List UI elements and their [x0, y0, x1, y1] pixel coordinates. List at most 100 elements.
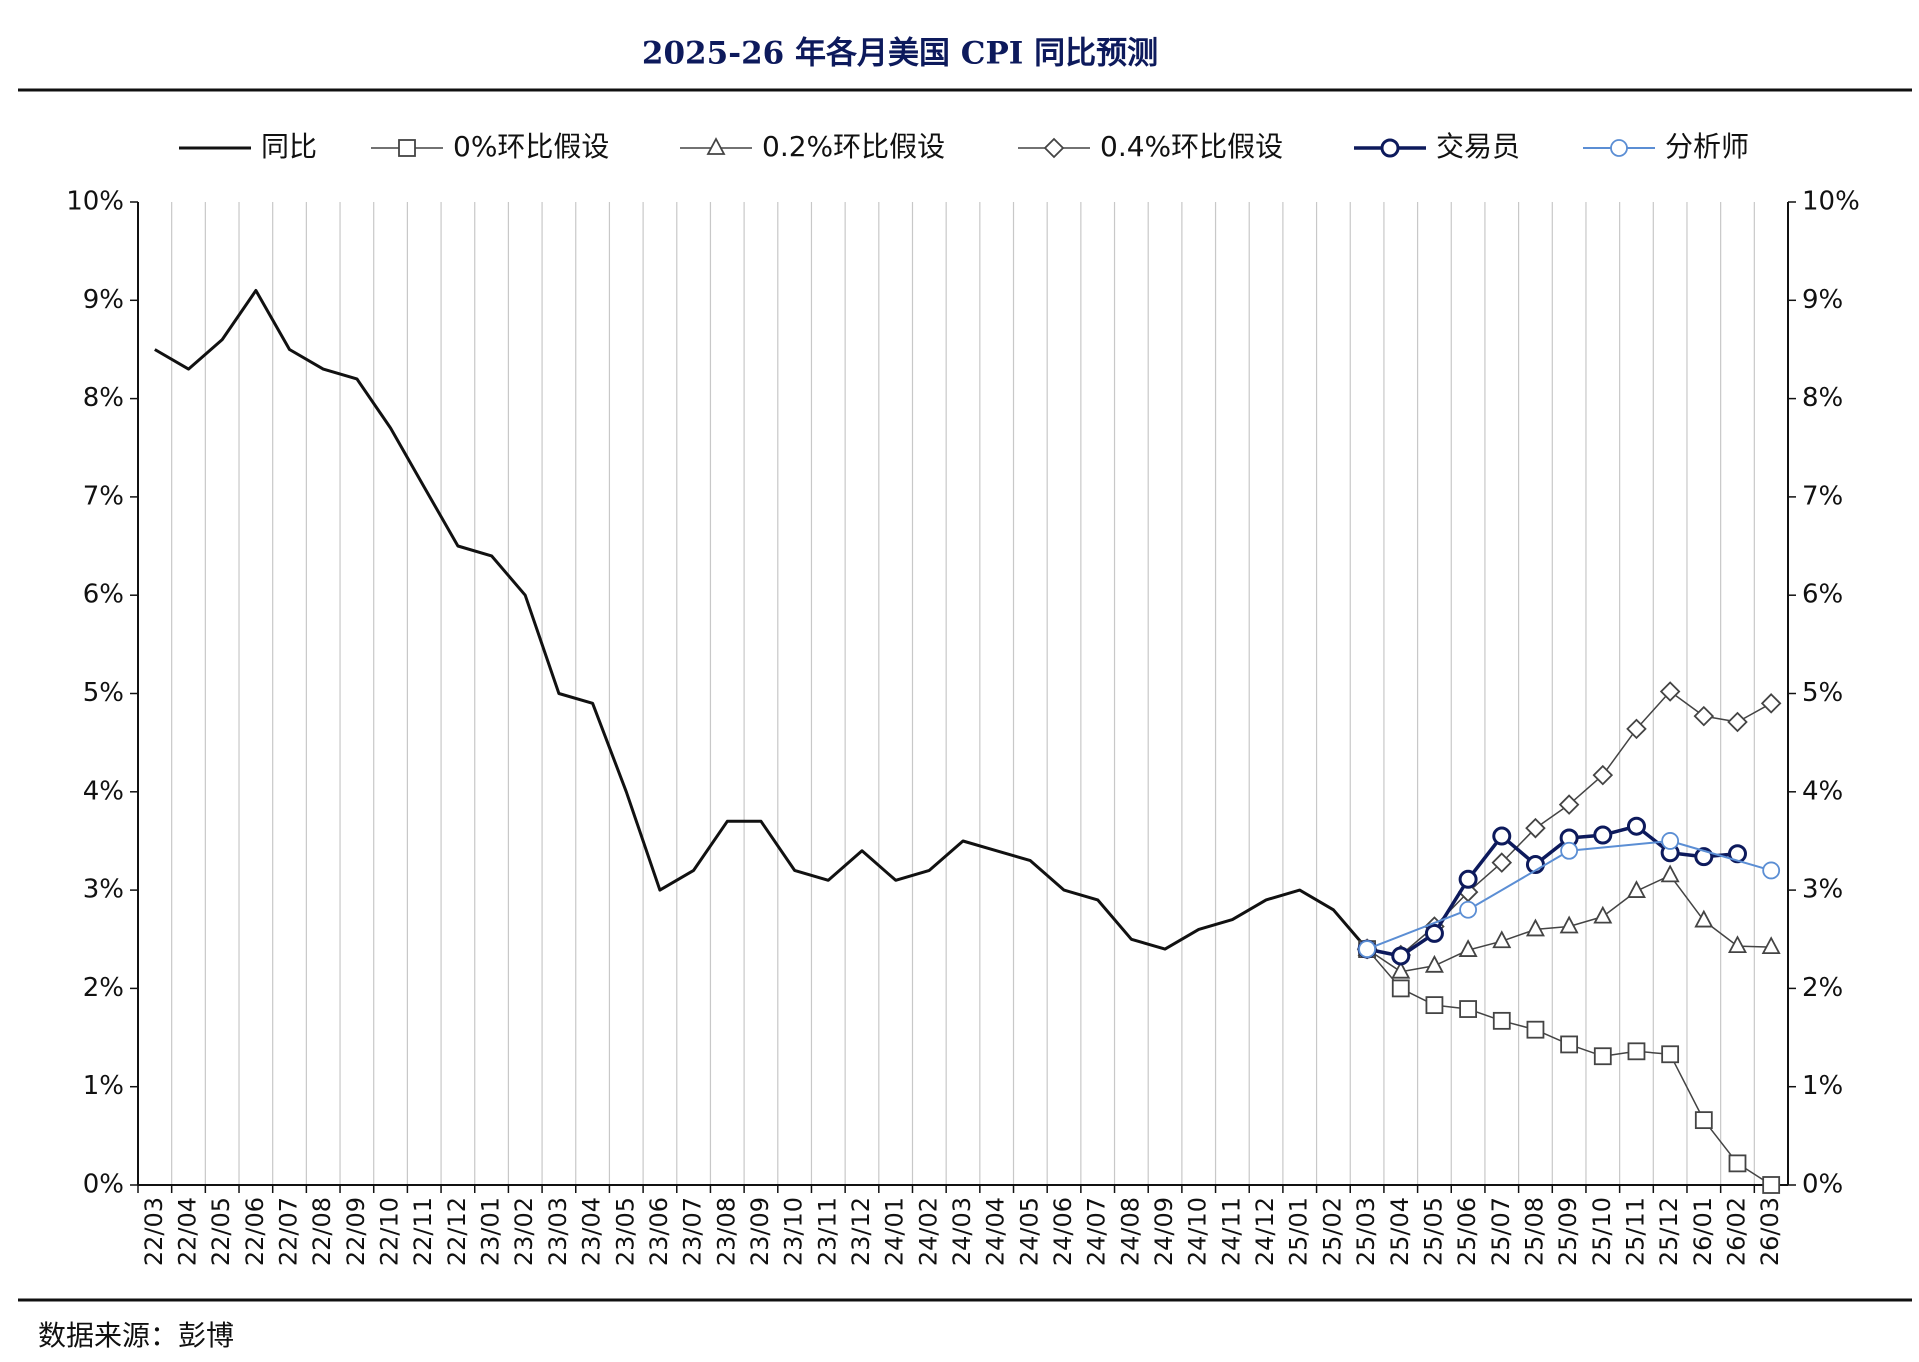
- x-tick-label: 22/09: [342, 1197, 370, 1266]
- series-line: [1366, 690, 1772, 956]
- x-tick-label: 22/10: [376, 1197, 404, 1266]
- y-tick-label-right: 2%: [1802, 973, 1843, 1003]
- data-point: [1760, 693, 1782, 714]
- x-tick-label: 25/09: [1554, 1197, 1582, 1266]
- data-point: [1694, 909, 1714, 928]
- x-tick-label: 23/05: [611, 1197, 639, 1266]
- legend-marker: [706, 137, 726, 155]
- x-tick-label: 25/06: [1453, 1197, 1481, 1266]
- x-tick-label: 24/10: [1184, 1197, 1212, 1266]
- data-point: [1492, 826, 1512, 846]
- data-point: [1693, 705, 1715, 727]
- y-tick-label: 3%: [83, 875, 124, 905]
- data-point: [1659, 681, 1681, 702]
- data-point: [1761, 936, 1781, 955]
- data-point: [1660, 864, 1680, 883]
- x-tick-label: 22/06: [241, 1197, 269, 1266]
- x-tick-label: 22/03: [140, 1197, 168, 1266]
- x-tick-label: 24/08: [1116, 1197, 1144, 1266]
- y-tick-label-right: 6%: [1802, 580, 1843, 610]
- data-point: [1626, 880, 1646, 898]
- data-point: [1762, 861, 1781, 880]
- x-tick-label: 22/11: [409, 1197, 437, 1266]
- data-point: [1424, 954, 1444, 973]
- x-tick-label: 24/09: [1150, 1197, 1178, 1266]
- y-tick-label-right: 7%: [1802, 481, 1843, 511]
- x-tick-label: 23/08: [712, 1197, 740, 1266]
- data-point: [1559, 915, 1579, 934]
- y-tick-label: 8%: [83, 383, 124, 413]
- x-tick-label: 25/05: [1419, 1197, 1447, 1266]
- y-tick-label: 10%: [66, 187, 124, 217]
- x-tick-label: 23/01: [477, 1197, 505, 1266]
- x-tick-label: 24/02: [914, 1197, 942, 1266]
- data-point: [1459, 1000, 1478, 1018]
- data-point: [1727, 711, 1748, 733]
- y-tick-label-right: 0%: [1802, 1170, 1843, 1200]
- x-tick-label: 25/01: [1285, 1197, 1313, 1266]
- data-point: [1459, 900, 1478, 919]
- x-tick-label: 23/02: [510, 1197, 538, 1266]
- x-tick-label: 25/04: [1386, 1197, 1414, 1266]
- data-point: [1525, 918, 1545, 937]
- series-line: [1366, 948, 1772, 1186]
- legend-marker: [398, 139, 416, 157]
- x-tick-label: 26/02: [1722, 1197, 1750, 1266]
- data-point: [1391, 960, 1411, 979]
- x-tick-label: 23/03: [544, 1197, 572, 1266]
- x-tick-label: 24/05: [1015, 1197, 1043, 1266]
- x-tick-label: 23/09: [746, 1197, 774, 1266]
- legend-marker: [1610, 139, 1628, 157]
- x-tick-label: 23/06: [645, 1197, 673, 1266]
- legend-label: 分析师: [1665, 130, 1749, 163]
- data-point: [1491, 852, 1513, 873]
- x-tick-label: 22/12: [443, 1197, 471, 1266]
- data-point: [1626, 718, 1647, 740]
- data-point: [1358, 940, 1376, 958]
- legend-label: 同比: [261, 130, 317, 163]
- x-tick-label: 22/07: [275, 1197, 303, 1266]
- chart-title: 2025-26 年各月美国 CPI 同比预测: [642, 36, 1158, 72]
- y-tick-label: 2%: [83, 973, 124, 1003]
- y-tick-label: 1%: [83, 1071, 124, 1101]
- x-tick-label: 23/10: [780, 1197, 808, 1266]
- x-tick-label: 24/12: [1251, 1197, 1279, 1266]
- y-tick-label-right: 5%: [1802, 678, 1843, 708]
- x-tick-label: 22/04: [174, 1197, 202, 1266]
- legend-marker: [1043, 137, 1065, 159]
- data-point: [1492, 930, 1512, 949]
- legend-label: 0.2%环比假设: [762, 130, 945, 163]
- data-point: [1727, 844, 1747, 864]
- legend-label: 0%环比假设: [453, 130, 609, 163]
- series-line: [154, 289, 1369, 951]
- data-point: [1727, 935, 1747, 954]
- data-point: [1526, 1020, 1545, 1039]
- data-point: [1728, 1154, 1747, 1173]
- y-tick-label-right: 9%: [1802, 285, 1843, 315]
- data-point: [1425, 996, 1444, 1015]
- y-tick-label-right: 1%: [1802, 1071, 1843, 1101]
- data-point: [1627, 1042, 1646, 1061]
- legend-label: 交易员: [1436, 130, 1520, 163]
- x-tick-label: 24/03: [948, 1197, 976, 1266]
- x-tick-label: 23/11: [813, 1197, 841, 1266]
- y-tick-label: 4%: [83, 776, 124, 806]
- x-tick-label: 25/08: [1520, 1197, 1548, 1266]
- y-tick-label-right: 3%: [1802, 875, 1843, 905]
- x-tick-label: 25/12: [1655, 1197, 1683, 1266]
- x-tick-label: 25/03: [1352, 1197, 1380, 1266]
- data-point: [1661, 1045, 1680, 1064]
- x-tick-label: 24/07: [1083, 1197, 1111, 1266]
- x-tick-label: 24/06: [1049, 1197, 1077, 1266]
- x-tick-label: 26/03: [1756, 1197, 1784, 1266]
- x-tick-label: 23/04: [578, 1197, 606, 1266]
- data-point: [1458, 939, 1478, 957]
- data-point: [1424, 923, 1444, 943]
- x-tick-label: 24/01: [881, 1197, 909, 1266]
- data-point: [1560, 1035, 1579, 1054]
- data-point: [1458, 869, 1478, 889]
- data-point: [1525, 817, 1546, 839]
- data-point: [1762, 1176, 1781, 1194]
- x-tick-label: 22/08: [308, 1197, 336, 1266]
